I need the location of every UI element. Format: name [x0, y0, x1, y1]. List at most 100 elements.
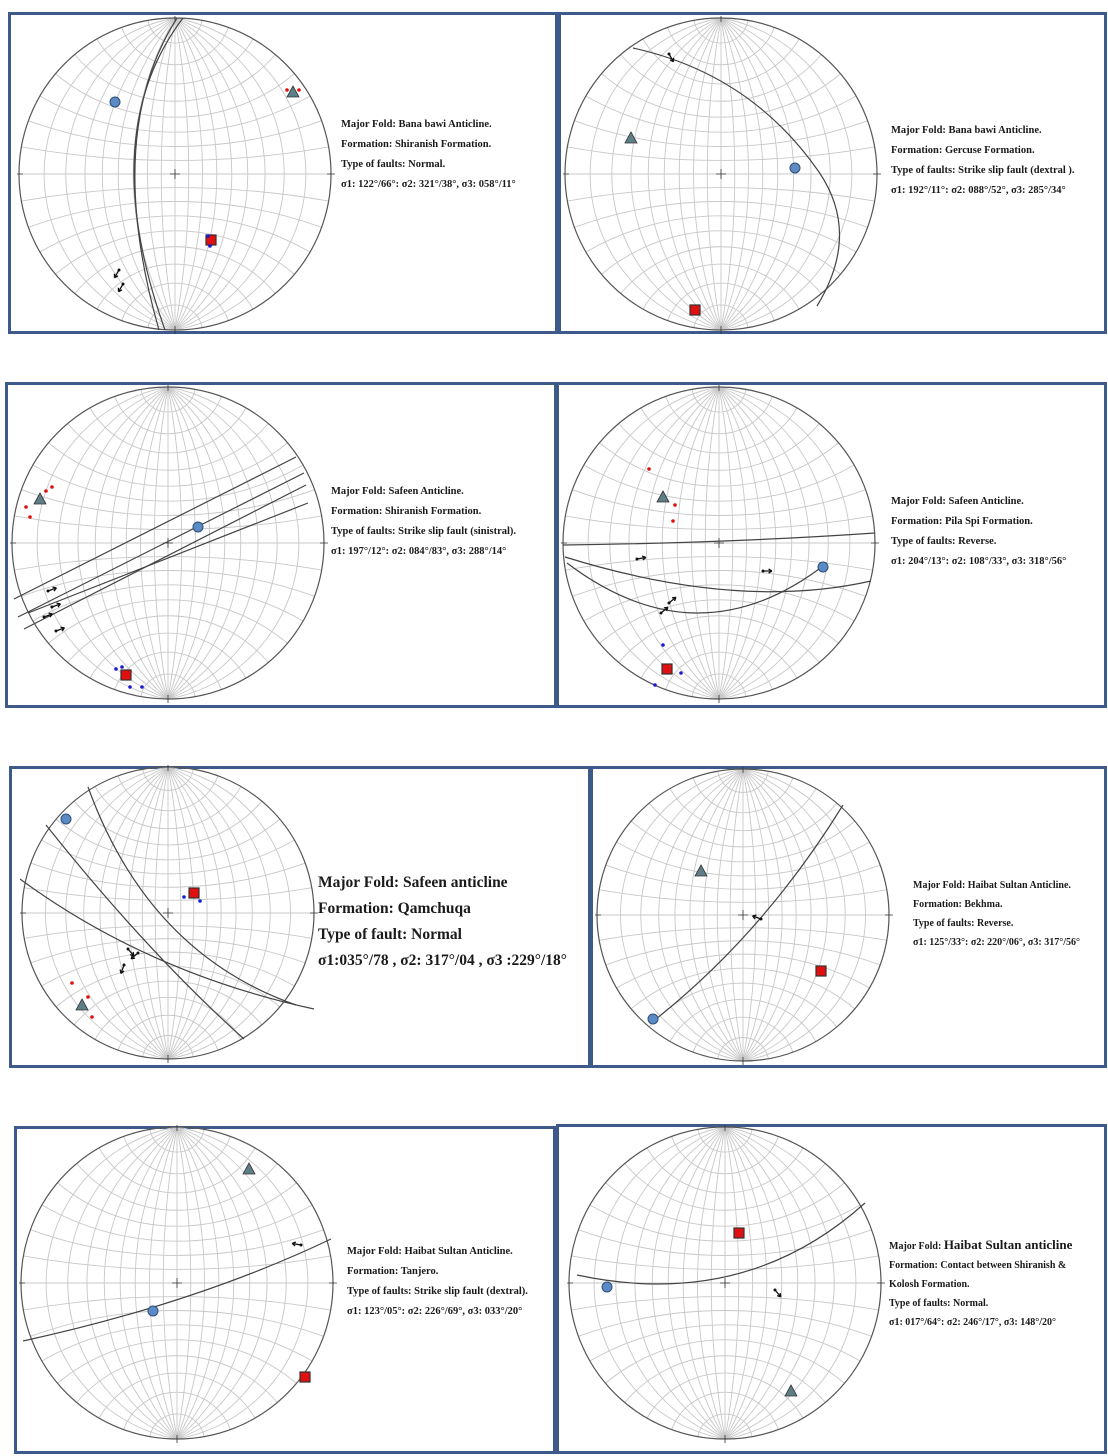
data-point — [671, 519, 675, 523]
formation-label: Formation: Qamchuqa — [318, 900, 471, 917]
fault-plane — [17, 472, 305, 618]
slip-dot — [659, 611, 663, 615]
fault-plane — [576, 1202, 866, 1285]
faults-label: Type of fault: Normal — [318, 926, 462, 943]
formation-label: Formation: Pila Spi Formation. — [891, 516, 1033, 527]
stereonet-4 — [561, 385, 879, 703]
faults-label: Type of faults: Reverse. — [891, 536, 997, 547]
sigma2-circle — [60, 813, 72, 825]
fold-label: Major Fold: Haibat Sultan anticline — [889, 1237, 1073, 1252]
data-point — [285, 88, 289, 92]
fold-name: Haibat Sultan anticline — [943, 1237, 1073, 1252]
fold-label: Major Fold: Bana bawi Anticline. — [891, 125, 1042, 136]
slip-dot — [50, 605, 54, 609]
faults-label: Type of faults: Strike slip fault (sinis… — [331, 526, 517, 537]
fault-plane — [133, 17, 184, 331]
sigma1-square — [815, 965, 827, 977]
sigma3-triangle — [242, 1162, 256, 1175]
sigma3-triangle — [656, 490, 670, 503]
panel-3: Major Fold: Safeen Anticline. Formation:… — [5, 382, 557, 708]
tick-marks — [567, 1125, 885, 1443]
sigma1-square — [299, 1371, 311, 1383]
faults-label: Type of faults: Normal. — [341, 159, 446, 170]
data-point — [182, 895, 186, 899]
fault-plane — [23, 484, 307, 630]
sigma3-triangle — [784, 1384, 798, 1397]
data-point — [28, 515, 32, 519]
data-point — [86, 995, 90, 999]
fault-plane — [27, 502, 309, 614]
slip-dot — [761, 569, 765, 573]
fault-plane — [20, 878, 315, 1010]
stereonet-3 — [10, 385, 328, 703]
faults-label: Type of faults: Normal. — [889, 1298, 989, 1309]
tick-marks — [10, 385, 328, 703]
slip-dot — [122, 963, 126, 967]
formation-label: Formation: Gercuse Formation. — [891, 145, 1035, 156]
slip-dot — [299, 1243, 303, 1247]
sigma2-circle — [147, 1305, 159, 1317]
stress-label: σ1: 017°/64°: σ2: 246°/17°, σ3: 148°/20° — [889, 1317, 1056, 1328]
tick-marks — [595, 767, 893, 1065]
formation-label: Formation: Bekhma. — [913, 899, 1003, 910]
stress-label: σ1: 123°/05°: σ2: 226°/69°, σ3: 033°/20° — [347, 1306, 523, 1317]
data-point — [673, 503, 677, 507]
sigma1-square — [120, 669, 132, 681]
caption-7: Major Fold: Haibat Sultan Anticline. For… — [347, 1242, 528, 1322]
fold-label: Major Fold: Bana bawi Anticline. — [341, 119, 492, 130]
caption-6: Major Fold: Haibat Sultan Anticline. For… — [913, 876, 1080, 952]
center-cross — [170, 169, 180, 179]
slip-dot — [667, 601, 671, 605]
data-point — [647, 467, 651, 471]
slip-dot — [773, 1288, 777, 1292]
tick-marks — [561, 385, 879, 703]
faults-label: Type of faults: Strike slip fault (dextr… — [347, 1286, 528, 1297]
fault-plane — [45, 824, 245, 1040]
fault-plane — [13, 456, 297, 600]
wulff-net — [19, 1125, 337, 1443]
data-point — [198, 899, 202, 903]
center-cross — [738, 910, 748, 920]
caption-5: Major Fold: Safeen anticline Formation: … — [318, 870, 567, 974]
tick-marks — [19, 1125, 337, 1443]
data-point — [50, 485, 54, 489]
center-cross — [714, 538, 724, 548]
caption-3: Major Fold: Safeen Anticline. Formation:… — [331, 482, 516, 562]
center-cross — [163, 908, 173, 918]
panel-8: Major Fold: Haibat Sultan anticline Form… — [556, 1124, 1107, 1454]
data-point — [44, 489, 48, 493]
data-point — [653, 683, 657, 687]
sigma1-square — [689, 304, 701, 316]
data-point — [297, 88, 301, 92]
stress-label: σ1: 197°/12°: σ2: 084°/83°, σ3: 288°/14° — [331, 546, 507, 557]
caption-8: Major Fold: Haibat Sultan anticline Form… — [889, 1235, 1072, 1332]
sigma2-circle — [192, 521, 204, 533]
slip-dot — [126, 947, 130, 951]
fold-label: Major Fold: Safeen Anticline. — [331, 486, 464, 497]
stereonet-5 — [20, 765, 318, 1063]
formation-label-2: Kolosh Formation. — [889, 1279, 970, 1290]
sigma3-triangle — [694, 864, 708, 877]
center-cross — [720, 1278, 730, 1288]
slip-dot — [42, 615, 46, 619]
center-cross — [172, 1278, 182, 1288]
slip-dot — [635, 557, 639, 561]
fault-plane — [566, 562, 828, 614]
tick-marks — [563, 16, 881, 334]
slip-arrow — [636, 555, 647, 561]
data-point — [140, 685, 144, 689]
slip-dot — [117, 268, 121, 272]
panel-5: Major Fold: Safeen anticline Formation: … — [9, 765, 591, 1068]
sigma3-triangle — [75, 998, 89, 1011]
data-point — [208, 244, 212, 248]
panel-2: Major Fold: Bana bawi Anticline. Formati… — [558, 12, 1107, 334]
stress-label: σ1:035°/78 , σ2: 317°/04 , σ3 :229°/18° — [318, 952, 567, 969]
sigma2-circle — [647, 1013, 659, 1025]
sigma2-circle — [109, 96, 121, 108]
data-point — [679, 671, 683, 675]
stress-label: σ1: 125°/33°: σ2: 220°/06°, σ3: 317°/56° — [913, 937, 1080, 948]
data-point — [70, 981, 74, 985]
data-point — [128, 685, 132, 689]
tick-marks — [17, 16, 335, 334]
fault-plane — [564, 556, 872, 593]
